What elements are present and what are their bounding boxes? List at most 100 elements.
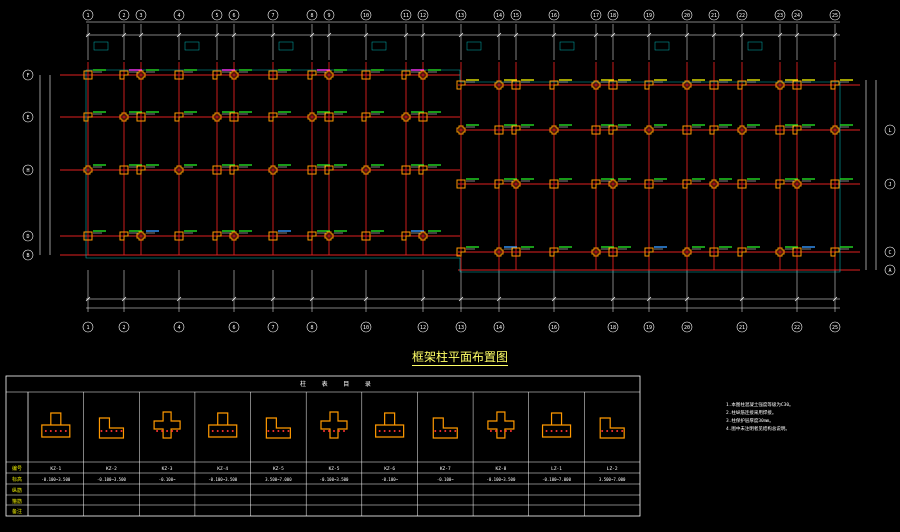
column-l-shape — [119, 231, 129, 241]
column-l-shape — [418, 165, 428, 175]
column-cross — [307, 112, 317, 122]
schedule-header: 柱 表 目 录 — [300, 381, 377, 388]
column-l-shape — [591, 179, 601, 189]
dim-tick — [458, 32, 464, 38]
axis-bubble-bottom — [228, 321, 240, 333]
dim-tick — [610, 296, 616, 302]
axis-bubble-right — [884, 264, 896, 276]
axis-label: 14 — [496, 13, 502, 19]
rebar-dot — [545, 430, 548, 432]
column-l-shape — [682, 179, 692, 189]
column-square — [608, 247, 618, 257]
column-cross — [511, 179, 521, 189]
dim-tick — [403, 32, 409, 38]
column-id: KZ-1 — [50, 466, 61, 472]
axis-bubble-top — [548, 9, 560, 21]
column-cross — [136, 231, 146, 241]
row-label: 备注 — [12, 508, 22, 515]
column-cross — [830, 125, 840, 135]
column-elevation: -0.100~7.000 — [542, 477, 571, 482]
rebar-dot — [494, 430, 497, 432]
row-label: 标高 — [12, 476, 22, 483]
column-cross — [682, 80, 692, 90]
rebar-dot — [378, 430, 381, 432]
rebar-dot — [616, 430, 619, 432]
column-l-shape — [644, 247, 654, 257]
dim-tick — [832, 296, 838, 302]
building-outline — [85, 69, 841, 273]
column-square — [591, 125, 601, 135]
axis-bubble-bottom — [548, 321, 560, 333]
column-elevation: -0.100~ — [159, 477, 176, 482]
column-cross — [83, 165, 93, 175]
rebar-dot — [171, 430, 174, 432]
dim-tick — [309, 32, 315, 38]
dim-tick — [121, 296, 127, 302]
axis-label: 10 — [363, 325, 369, 331]
rebar-dot — [221, 430, 224, 432]
column-l-shape — [307, 70, 317, 80]
sub-dim-box — [466, 41, 482, 51]
axis-label: 17 — [593, 13, 599, 19]
section-t-shape — [41, 412, 71, 438]
rebar-dot — [454, 430, 457, 432]
column-cross — [792, 179, 802, 189]
axis-bubble-top — [791, 9, 803, 21]
rebar-dot — [434, 430, 437, 432]
axis-bubble-left — [22, 69, 34, 81]
axis-bubble-top — [173, 9, 185, 21]
axis-bubble-bottom — [417, 321, 429, 333]
axis-bubble-top — [228, 9, 240, 21]
axis-label: A — [888, 268, 891, 274]
section-cross-shape — [153, 411, 181, 439]
rebar-dot — [272, 430, 275, 432]
rebar-dot — [161, 430, 164, 432]
column-square — [361, 231, 371, 241]
axis-label: 10 — [363, 13, 369, 19]
column-id: KZ-6 — [384, 466, 395, 472]
section-l-shape — [98, 417, 125, 439]
rebar-dot — [383, 430, 386, 432]
axis-label: 25 — [832, 13, 838, 19]
axis-label: 19 — [646, 325, 652, 331]
axis-label: 24 — [794, 13, 800, 19]
dim-tick — [270, 32, 276, 38]
dim-tick — [794, 296, 800, 302]
sub-dim-box — [559, 41, 575, 51]
rebar-dot — [449, 430, 452, 432]
column-cross — [229, 231, 239, 241]
axis-label: B — [26, 253, 29, 259]
column-square — [775, 125, 785, 135]
row-label: 纵筋 — [12, 487, 22, 494]
table-frame — [5, 375, 641, 517]
sub-dim-box — [184, 41, 200, 51]
column-cross — [324, 231, 334, 241]
column-square — [174, 231, 184, 241]
rebar-dot — [398, 430, 401, 432]
column-cross — [591, 80, 601, 90]
column-elevation: 3.500~7.000 — [599, 477, 626, 482]
column-l-shape — [119, 70, 129, 80]
sub-dim-box — [747, 41, 763, 51]
rebar-dot — [100, 430, 103, 432]
column-l-shape — [709, 125, 719, 135]
dim-tick — [551, 32, 557, 38]
axis-bubble-top — [829, 9, 841, 21]
axis-bubbles: 1 2 3 4 5 6 7 8 9 10 11 12 13 14 15 16 17 18 19 20 21 22 23 24 2… — [22, 9, 896, 333]
dim-tick — [231, 296, 237, 302]
column-square — [709, 80, 719, 90]
column-l-shape — [361, 112, 371, 122]
column-square — [174, 70, 184, 80]
column-l-shape — [174, 112, 184, 122]
column-square — [307, 165, 317, 175]
axis-bubble-top — [323, 9, 335, 21]
column-l-shape — [307, 231, 317, 241]
column-cross — [456, 125, 466, 135]
dim-tick — [551, 296, 557, 302]
dim-tick — [513, 32, 519, 38]
section-l-shape — [265, 417, 291, 439]
rebar-dot — [115, 430, 118, 432]
rebar-dot — [601, 430, 604, 432]
rebar-dot — [176, 430, 179, 432]
column-cross — [229, 70, 239, 80]
